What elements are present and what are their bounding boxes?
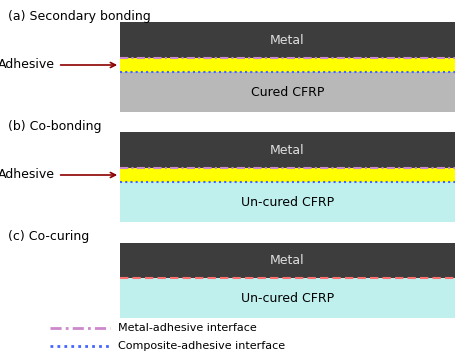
Bar — [120, 278, 455, 318]
Text: Un-cured CFRP: Un-cured CFRP — [241, 196, 334, 208]
Text: Adhesive: Adhesive — [0, 59, 115, 71]
Bar — [120, 243, 455, 278]
Text: (b) Co-bonding: (b) Co-bonding — [8, 120, 101, 133]
Text: (a) Secondary bonding: (a) Secondary bonding — [8, 10, 151, 23]
Text: Adhesive: Adhesive — [0, 169, 115, 181]
Text: Composite-adhesive interface: Composite-adhesive interface — [118, 341, 285, 351]
Text: Un-cured CFRP: Un-cured CFRP — [241, 291, 334, 305]
Text: Cured CFRP: Cured CFRP — [251, 86, 324, 98]
Text: Metal: Metal — [270, 254, 305, 267]
Bar — [120, 132, 455, 168]
Bar — [120, 182, 455, 222]
Bar — [120, 58, 455, 72]
Bar — [120, 72, 455, 112]
Text: (c) Co-curing: (c) Co-curing — [8, 230, 89, 243]
Bar — [120, 168, 455, 182]
Text: Metal-adhesive interface: Metal-adhesive interface — [118, 323, 257, 333]
Bar — [120, 22, 455, 58]
Text: Metal: Metal — [270, 33, 305, 47]
Text: Metal: Metal — [270, 143, 305, 157]
